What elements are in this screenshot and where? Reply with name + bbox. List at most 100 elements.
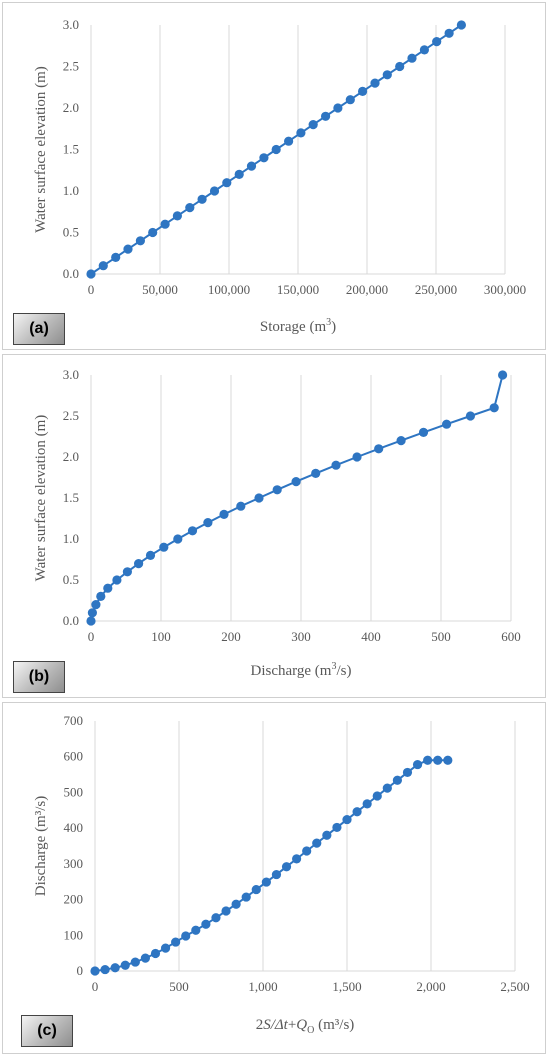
chart-b-data-point [291,477,301,487]
chart-a-data-point [357,86,368,96]
chart-b-data-point [159,542,169,552]
chart-c-data-point [312,838,322,848]
chart-c-data-point [251,884,261,895]
chart-panel-b: 0 100 200 300 400 500 600 0.0 0.5 1.0 1.5 2.0 2.5 3.0… [2,354,546,698]
chart-a-data-point [259,153,269,163]
chart-b-data-point [91,600,101,610]
chart-b-data-point [418,427,429,437]
chart-c-data-point [352,807,362,817]
chart-a-y-tick-label: 3.0 [63,17,79,32]
chart-a-data-point [284,136,294,146]
chart-b-data-point [122,567,132,577]
chart-b-data-point [145,550,156,560]
chart-b-data-point [465,411,475,421]
chart-b-x-tick-label: 600 [501,629,521,644]
chart-c-data-point [332,822,342,833]
chart-c-data-point [130,957,140,967]
chart-c-y-tick-label: 400 [64,820,84,835]
chart-a-y-tick-label: 2.5 [63,59,79,74]
chart-a-x-tick-label: 150,000 [277,282,319,297]
chart-c-data-point [191,925,201,935]
panel-label-a: (a) [13,313,65,345]
chart-panel-a: 0 50,000 100,000 150,000 200,000 250,000 300,0… [2,2,546,350]
chart-c-data-point [110,963,120,973]
chart-c-data-point [402,767,413,778]
chart-a-x-tick-label: 300,000 [484,282,526,297]
chart-a-data-point [370,78,380,88]
chart-b-x-tick-label: 200 [221,629,241,644]
chart-b-data-point [374,444,384,454]
chart-a-y-axis-label: Water surface elevation (m) [33,66,49,233]
chart-a-data-point [407,53,417,63]
chart-c-data-point [201,919,211,929]
chart-a-data-point [456,20,466,30]
chart-c-data-point [382,783,392,793]
chart-a-data-point [172,211,182,221]
chart-c-data-point [342,814,352,825]
chart-b-data-point [236,501,246,511]
chart-b-x-tick-label: 400 [361,629,381,644]
chart-a-data-point [246,161,257,171]
chart-c-svg: 0 500 1,000 1,500 2,000 2,500 0 100 200 300 400 500… [33,713,530,1036]
chart-b-data-point [86,616,96,626]
chart-c-data-point [140,953,150,963]
chart-c-data-point [302,846,312,856]
chart-c-y-tick-label: 600 [64,749,84,764]
chart-c-data-point [241,892,251,902]
chart-c-data-point [171,937,181,947]
chart-a-x-tick-label: 250,000 [415,282,457,297]
chart-a-data-point [296,128,306,138]
chart-a-data-point [419,45,430,55]
chart-b-y-tick-label: 0.0 [63,613,79,628]
chart-a-data-point [333,103,343,113]
chart-b-data-point [219,509,229,519]
chart-c-y-tick-label: 300 [64,856,84,871]
chart-b-data-point [103,583,113,593]
chart-b-data-point [442,419,452,429]
chart-b-x-tick-label: 500 [431,629,451,644]
chart-a-data-point [234,169,244,179]
chart-b-data-point [272,485,282,495]
chart-c-y-tick-label: 200 [64,892,84,907]
chart-a-x-tick-label: 200,000 [346,282,388,297]
chart-b-data-point [396,436,406,446]
chart-c-data-point [372,791,382,801]
chart-a-data-point [382,70,392,80]
chart-b-data-point [134,559,144,569]
chart-a-x-axis-label: Storage (m3) [260,317,336,335]
chart-c-data-point [271,869,282,880]
chart-c-data-point [231,899,241,909]
chart-b-y-tick-label: 2.5 [63,408,79,423]
chart-a-x-tick-label: 50,000 [142,282,178,297]
chart-c-data-point [362,799,372,809]
chart-c-data-point [90,966,100,976]
chart-b-svg: 0 100 200 300 400 500 600 0.0 0.5 1.0 1.5 2.0 2.5 3.0… [33,367,521,679]
chart-c-data-point [160,943,171,953]
chart-c-data-point [322,830,332,840]
chart-a-y-tick-label: 0.0 [63,266,79,281]
chart-a-data-point [185,203,195,213]
chart-b-y-tick-label: 0.5 [63,572,79,587]
chart-c-data-point [261,877,271,887]
chart-c-data-point [433,755,443,765]
chart-c-data-point [443,755,453,765]
chart-b-data-point [254,493,264,503]
chart-a-svg: 0 50,000 100,000 150,000 200,000 250,000 300,0… [33,17,526,335]
chart-c-x-tick-label: 500 [169,979,189,994]
chart-c-data-point [423,755,433,765]
chart-a-data-point [209,186,220,196]
panel-label-b: (b) [13,661,65,693]
chart-c-y-tick-label: 700 [64,713,84,728]
chart-c-data-point [412,759,423,770]
chart-a-data-point [98,261,108,271]
chart-b-y-tick-label: 1.5 [63,490,79,505]
chart-a-data-point [308,120,318,130]
chart-a-data-point [148,227,158,238]
chart-b-data-point [112,575,122,585]
chart-b-y-tick-label: 3.0 [63,367,79,382]
chart-b-x-tick-label: 100 [151,629,171,644]
chart-b-y-tick-label: 1.0 [63,531,79,546]
chart-c-y-axis-label: Discharge (m³/s) [33,796,49,896]
chart-c-y-tick-label: 0 [77,963,84,978]
chart-panel-c: 0 500 1,000 1,500 2,000 2,500 0 100 200 300 400 500… [2,702,546,1054]
